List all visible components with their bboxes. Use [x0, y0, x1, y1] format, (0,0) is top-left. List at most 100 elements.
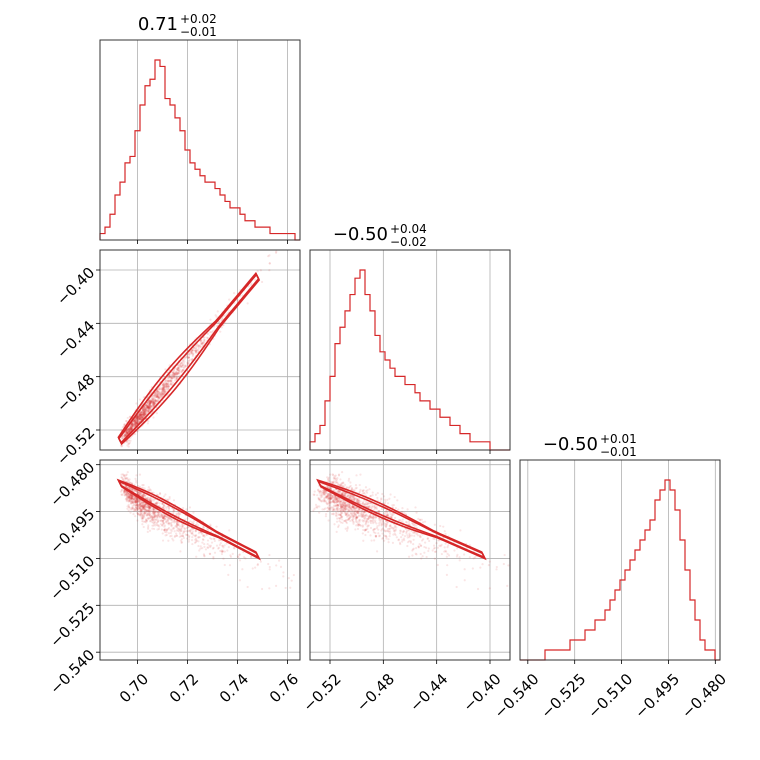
sample-point	[203, 543, 206, 546]
sample-point	[128, 496, 131, 500]
sample-point	[331, 500, 334, 503]
sample-point	[219, 330, 222, 333]
sample-point	[378, 535, 381, 538]
sample-point	[346, 526, 349, 529]
sample-point	[176, 367, 179, 370]
sample-point	[172, 539, 175, 542]
sample-point	[166, 377, 169, 380]
sample-point	[141, 413, 144, 417]
sample-point	[170, 383, 173, 386]
scatter-points	[312, 471, 510, 591]
sample-point	[123, 423, 126, 426]
sample-point	[179, 550, 182, 553]
sample-point	[182, 366, 185, 369]
sample-point	[132, 495, 135, 498]
sample-point	[180, 534, 183, 537]
sample-point	[185, 537, 189, 540]
sample-point	[151, 397, 154, 400]
sample-point	[148, 401, 151, 404]
sample-point	[210, 537, 213, 541]
sample-point	[149, 509, 152, 512]
sample-point	[411, 549, 414, 552]
sample-point	[147, 405, 150, 408]
sample-point	[142, 505, 145, 509]
sample-point	[474, 556, 477, 559]
sample-point	[152, 508, 155, 511]
sample-point	[446, 552, 449, 555]
sample-point	[142, 493, 146, 496]
sample-point	[370, 519, 373, 522]
sample-point	[342, 481, 345, 484]
sample-point	[147, 401, 150, 404]
sample-point	[332, 500, 335, 504]
sample-point	[201, 534, 205, 538]
sample-point	[343, 491, 346, 495]
sample-point	[394, 524, 397, 527]
sample-point	[136, 508, 139, 511]
sample-point	[138, 485, 142, 489]
sample-point	[136, 500, 139, 504]
sample-point	[133, 420, 136, 423]
sample-point	[358, 490, 362, 493]
sample-point	[365, 518, 368, 521]
sample-point	[150, 398, 153, 401]
sample-point	[339, 478, 342, 481]
sample-point	[344, 509, 347, 512]
sample-point	[161, 390, 164, 393]
sample-point	[399, 530, 402, 533]
sample-point	[131, 496, 134, 499]
sample-point	[402, 537, 406, 540]
y-tick-label: −0.510	[46, 552, 98, 604]
sample-point	[142, 413, 145, 416]
sample-point	[340, 492, 343, 496]
sample-point	[324, 499, 327, 502]
sample-point	[163, 528, 166, 531]
sample-point	[348, 510, 351, 513]
sample-point	[361, 532, 364, 535]
sample-point	[186, 362, 190, 365]
sample-point	[141, 486, 144, 489]
sample-point	[406, 541, 410, 544]
sample-point	[385, 529, 389, 532]
sample-point	[329, 497, 332, 500]
sample-point	[178, 512, 182, 516]
sample-point	[181, 524, 184, 528]
sample-point	[220, 549, 223, 552]
sample-point	[128, 495, 132, 498]
sample-point	[313, 507, 316, 510]
sample-point	[443, 530, 446, 533]
sample-point	[148, 403, 152, 406]
sample-point	[128, 481, 131, 484]
sample-point	[403, 511, 406, 515]
sample-point	[192, 533, 195, 537]
sample-point	[152, 400, 155, 403]
sample-point	[371, 491, 374, 494]
sample-point	[160, 390, 163, 393]
sample-point	[349, 495, 352, 499]
sample-point	[394, 525, 397, 528]
sample-point	[340, 507, 343, 511]
sample-point	[319, 498, 322, 501]
sample-point	[159, 395, 162, 398]
sample-point	[343, 485, 346, 488]
sample-point	[267, 255, 270, 258]
sample-point	[136, 430, 139, 433]
sample-point	[381, 520, 385, 523]
sample-point	[387, 541, 390, 544]
sample-point	[388, 527, 391, 530]
sample-point	[147, 505, 150, 509]
sample-point	[135, 421, 139, 425]
sample-point	[203, 338, 206, 341]
sample-point	[254, 278, 257, 281]
sample-point	[172, 372, 175, 376]
sample-point	[130, 501, 133, 504]
sample-point	[125, 491, 128, 494]
sample-point	[340, 508, 343, 511]
sample-point	[346, 495, 349, 499]
sample-point	[344, 492, 347, 495]
sample-point	[332, 481, 335, 484]
sample-point	[138, 499, 141, 503]
sample-point	[371, 517, 374, 520]
sample-point	[180, 526, 183, 529]
sample-point	[159, 393, 163, 397]
